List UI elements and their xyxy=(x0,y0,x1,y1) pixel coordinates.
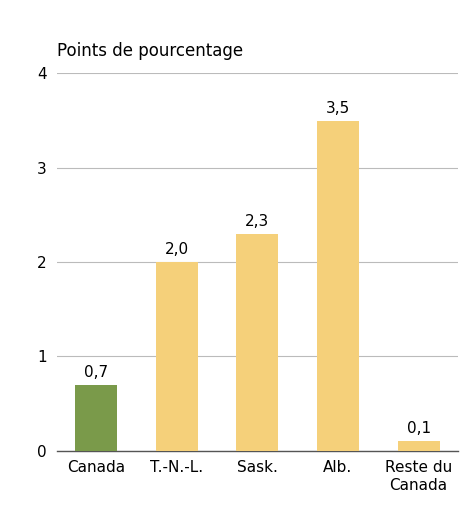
Bar xyxy=(75,385,117,451)
Text: 3,5: 3,5 xyxy=(326,101,350,116)
Text: 0,7: 0,7 xyxy=(84,365,108,380)
Text: 2,0: 2,0 xyxy=(164,242,189,257)
Bar xyxy=(156,262,197,451)
Bar xyxy=(317,121,359,451)
Text: 0,1: 0,1 xyxy=(406,421,430,436)
Bar xyxy=(236,234,278,451)
Text: Points de pourcentage: Points de pourcentage xyxy=(57,42,243,60)
Text: 2,3: 2,3 xyxy=(245,214,270,229)
Bar xyxy=(397,441,439,451)
